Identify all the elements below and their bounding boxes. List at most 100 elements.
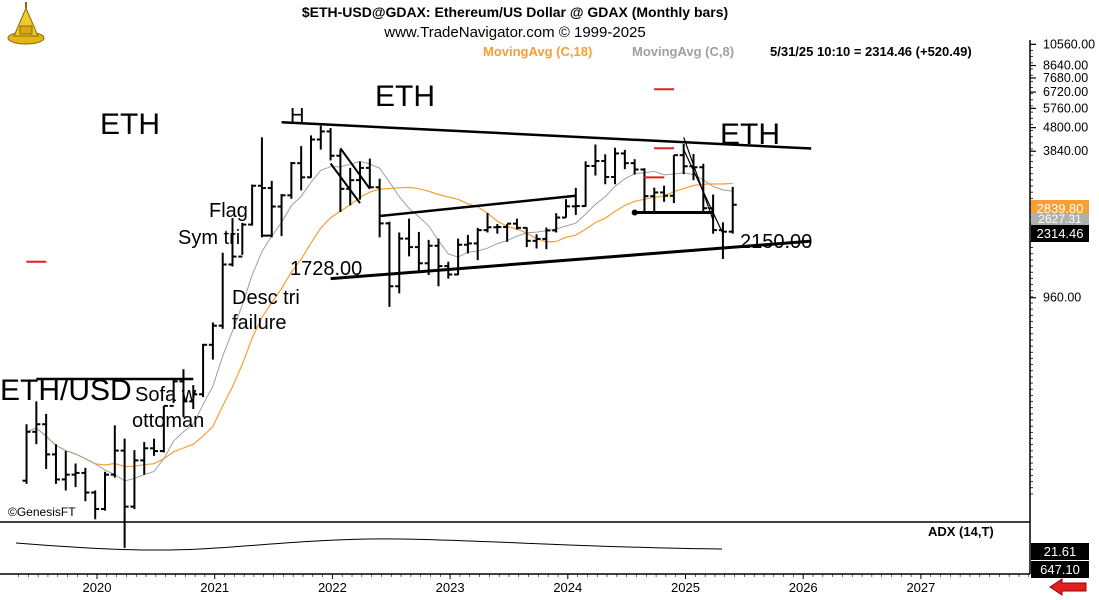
time-tick-label: 2027 [906,580,935,595]
last-quote: 5/31/25 10:10 = 2314.46 (+520.49) [770,44,972,59]
annotation-level-1728: 1728.00 [290,258,363,280]
trendlines [26,88,812,381]
price-tick-label: 6720.00 [1043,85,1088,99]
ohlc-bar [463,234,472,254]
ohlc-bar [140,442,149,475]
ohlc-bar [159,404,168,453]
price-tick-label: 3840.00 [1043,144,1088,158]
ohlc-bar [405,218,414,257]
ohlc-bar [385,221,394,307]
genesis-credit: ©GenesisFT [8,505,76,519]
ma8-price-box: 2627.31 [1031,213,1089,225]
ohlc-bar [257,137,266,238]
ohlc-bar [248,184,257,226]
ohlc-bar [81,467,90,502]
ohlc-bar [512,218,521,230]
ohlc-bar [101,471,109,511]
ohlc-bar [277,194,286,237]
annotation-eth-right: ETH [720,118,780,151]
flag-line-1 [339,147,371,190]
ohlc-bar [483,213,492,233]
ohlc-bar [91,490,100,520]
ohlc-bar [679,144,688,175]
ohlc-bar [316,125,325,150]
annotation-eth-left: ETH [100,108,160,141]
ohlc-bar [297,146,306,191]
ohlc-bar [395,232,404,294]
ohlc-bar [267,180,276,238]
triangle-upper-line [281,121,812,150]
ohlc-bar [709,194,718,234]
ohlc-bar [640,168,649,215]
ohlc-bar [414,231,423,273]
ohlc-bar [326,128,335,161]
ohlc-bar [581,161,590,208]
ohlc-bar [561,199,570,219]
ohlc-bar [611,147,620,185]
ohlc-bar [218,252,227,329]
wedge-line-2 [683,149,724,234]
price-tick-label: 5760.00 [1043,101,1088,115]
ohlc-bar [503,222,512,242]
adx-line [15,538,723,551]
ohlc-bar [728,186,737,234]
price-tick-label: 4800.00 [1043,121,1088,135]
ohlc-bar [356,161,365,200]
adx-label: ADX (14,T) [928,524,994,539]
annotation-sym-tri: Sym tri [178,227,241,249]
ohlc-bar [375,178,384,238]
ma8-legend: MovingAvg (C,8) [632,44,735,59]
annotation-eth-usd: ETH/USD [0,374,132,407]
ohlc-bar [542,227,551,250]
ohlc-bar [532,234,541,249]
time-tick-label: 2023 [436,580,465,595]
ohlc-bar [591,144,600,176]
ohlc-bar [630,159,639,175]
ohlc-bar [365,158,374,189]
ohlc-bar [61,451,70,491]
trade-navigator-logo [7,2,45,45]
time-tick-label: 2022 [318,580,347,595]
adx-pane [0,521,1031,574]
annotation-h: H [290,105,305,127]
scroll-left-arrow-icon[interactable] [1048,578,1088,596]
price-tick-label: 8640.00 [1043,59,1088,73]
ohlc-bar [336,149,345,213]
price-tick-label: 960.00 [1043,291,1081,305]
ohlc-bar [287,161,296,199]
annotation-ottoman: ottoman [132,410,205,432]
ohlc-bar [699,163,708,215]
ohlc-bar [199,343,208,398]
ohlc-bar [110,425,119,478]
time-tick-label: 2020 [83,580,112,595]
price-tick-label: 7680.00 [1043,71,1088,85]
triangle-lower-line [330,239,812,281]
ohlc-bar [51,444,60,484]
time-tick-label: 2024 [553,580,582,595]
ohlc-bar [32,401,41,445]
annotation-failure: failure [232,312,287,334]
price-tick-label: 10560.00 [1043,37,1095,51]
price-bars [22,125,737,548]
ohlc-bar [424,239,433,276]
ohlc-bar [650,187,659,213]
chart-subtitle: www.TradeNavigator.com © 1999-2025 [384,24,646,41]
time-tick-label: 2025 [671,580,700,595]
wedge-line-1 [683,137,714,221]
chart-title: $ETH-USD@GDAX: Ethereum/US Dollar @ GDAX… [301,4,729,20]
ohlc-bar [208,322,217,360]
annotation-desc-tri: Desc tri [232,287,300,309]
ohlc-bar [238,222,247,258]
annotation-level-2150: 2150.00 [740,231,813,253]
ohlc-bar [571,187,580,216]
flag-line-2 [329,162,361,204]
time-tick-label: 2021 [200,580,229,595]
ohlc-bar [434,238,443,287]
level-2150-dot [631,209,638,216]
ohlc-bar [620,149,629,170]
ohlc-bar [130,450,139,510]
ohlc-bar [493,223,502,234]
volume-value-box: 647.10 [1031,561,1089,578]
